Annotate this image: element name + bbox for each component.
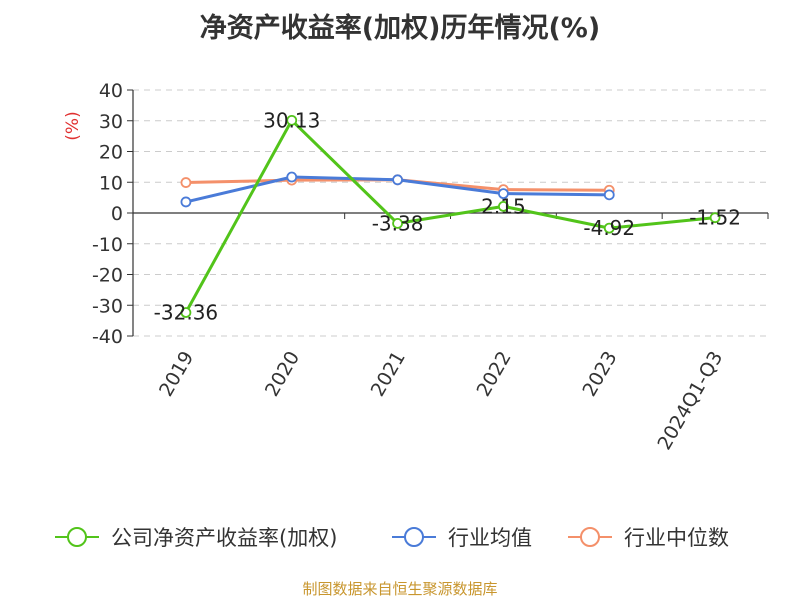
source-note: 制图数据来自恒生聚源数据库 (302, 580, 498, 598)
data-point (498, 200, 509, 212)
x-tick-label: 2020 (261, 348, 304, 401)
x-tick-label: 2021 (367, 348, 410, 401)
legend-marker (67, 527, 87, 547)
data-point (603, 222, 615, 234)
y-tick-label: 0 (111, 203, 123, 225)
data-label: -32.36 (154, 301, 218, 325)
data-label: -1.52 (689, 206, 741, 230)
y-tick-label: 10 (99, 172, 123, 194)
legend-marker (580, 527, 600, 547)
data-point (392, 217, 403, 229)
y-tick-label: -10 (92, 234, 123, 256)
chart-title: 净资产收益率(加权)历年情况(%) (199, 13, 601, 44)
data-point (286, 171, 298, 183)
legend-label: 公司净资产收益率(加权) (111, 526, 337, 550)
x-tick-label: 2023 (578, 348, 621, 401)
data-point (180, 307, 192, 318)
data-point (180, 177, 192, 188)
y-tick-label: -30 (92, 295, 123, 317)
y-tick-label: 40 (99, 80, 123, 102)
data-label: 2.15 (481, 194, 526, 218)
y-tick-label: 30 (99, 111, 123, 133)
y-axis-label: (%) (63, 111, 83, 140)
legend-label: 行业中位数 (624, 526, 729, 550)
x-tick-label: 2022 (473, 347, 516, 400)
series-line (184, 118, 716, 314)
data-point (392, 174, 403, 186)
x-tick-label: 2024Q1-Q3 (653, 348, 727, 454)
data-point (498, 188, 509, 200)
y-tick-label: 20 (99, 142, 123, 164)
data-label: -4.92 (583, 216, 635, 240)
data-label: 30.13 (263, 108, 320, 132)
data-point (180, 196, 192, 208)
y-tick-label: -20 (92, 265, 123, 287)
data-point (709, 212, 721, 224)
data-label: -3.38 (372, 211, 424, 235)
legend-label: 行业均值 (448, 526, 532, 550)
y-tick-label: -40 (92, 326, 123, 348)
data-point (603, 189, 615, 201)
data-point (286, 114, 298, 126)
legend-marker (404, 527, 424, 547)
x-tick-label: 2019 (155, 348, 198, 401)
